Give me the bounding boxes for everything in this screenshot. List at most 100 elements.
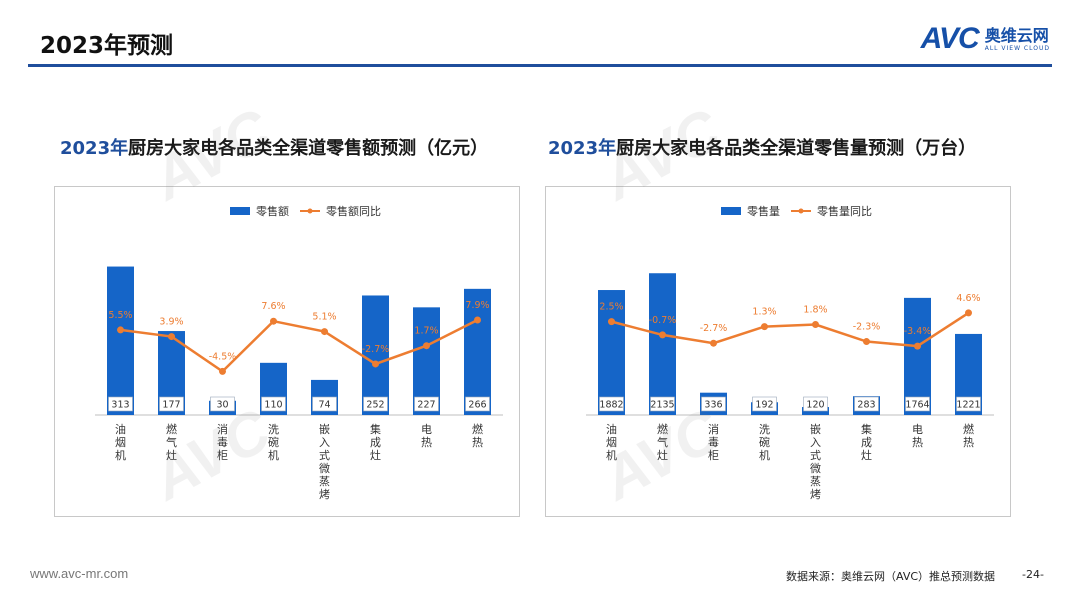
growth-point-4 <box>812 321 819 329</box>
bar-value-7: 266 <box>468 400 486 411</box>
category-label-3-0: 洗 <box>268 423 279 436</box>
chart-volume: 零售量 零售量同比 1882 油烟机 2135 燃气灶 336 消毒柜 192 洗碗机 120 嵌入式… <box>586 204 994 501</box>
growth-point-0 <box>117 326 124 334</box>
bar-value-box-3 <box>261 396 286 412</box>
growth-point-3 <box>761 323 768 331</box>
bar-5 <box>362 295 389 415</box>
category-label-5-2: 灶 <box>861 449 872 462</box>
chart-title-volume: 2023年厨房大家电各品类全渠道零售量预测（万台） <box>548 138 977 159</box>
growth-point-7 <box>965 309 972 317</box>
bar-value-box-7 <box>956 396 981 412</box>
category-label-6-0: 电 <box>421 423 432 436</box>
category-label-4-4: 蒸 <box>319 475 330 488</box>
growth-label-4: 1.8% <box>803 305 827 316</box>
category-label-2-1: 毒 <box>217 436 228 449</box>
category-label-7-1: 热 <box>963 436 974 449</box>
bar-0 <box>598 290 625 415</box>
category-label-4-4: 蒸 <box>810 475 821 488</box>
header-divider <box>28 64 1052 67</box>
logo-cn: 奥维云网 <box>984 25 1049 45</box>
growth-label-6: 1.7% <box>414 326 438 337</box>
data-source: 数据来源：奥维云网（AVC）推总预测数据 <box>786 570 996 583</box>
bar-value-2: 30 <box>216 400 228 411</box>
growth-point-0 <box>608 318 615 326</box>
category-label-0-2: 机 <box>606 448 617 462</box>
category-label-2-2: 柜 <box>217 449 228 462</box>
category-label-3-1: 碗 <box>759 435 770 449</box>
growth-point-6 <box>423 342 430 350</box>
category-label-1-0: 燃 <box>657 422 668 436</box>
category-label-0-1: 烟 <box>606 435 617 449</box>
bar-value-box-5 <box>363 396 388 412</box>
category-label-1-0: 燃 <box>166 422 177 436</box>
bar-value-1: 2135 <box>650 400 674 411</box>
category-label-4-2: 式 <box>319 449 330 462</box>
category-label-4-1: 入 <box>319 436 330 449</box>
chart-panel-volume: 零售量 零售量同比 1882 油烟机 2135 燃气灶 336 消毒柜 192 洗碗机 120 嵌入式… <box>545 186 1011 517</box>
category-label-4-2: 式 <box>810 449 821 462</box>
growth-point-4 <box>321 328 328 336</box>
category-label-1-2: 灶 <box>166 449 177 462</box>
category-label-3-1: 碗 <box>268 435 279 449</box>
legend-bar-label: 零售额 <box>256 204 289 218</box>
growth-label-7: 7.9% <box>465 300 489 311</box>
category-label-5-0: 集 <box>861 422 872 436</box>
legend-bar-swatch <box>230 207 250 215</box>
bar-value-0: 1882 <box>599 400 623 411</box>
growth-label-3: 1.3% <box>752 307 776 318</box>
growth-point-6 <box>914 342 921 350</box>
growth-label-1: -0.7% <box>649 315 677 326</box>
bar-7 <box>464 288 491 415</box>
category-label-0-0: 油 <box>606 422 617 436</box>
growth-label-1: 3.9% <box>159 317 183 328</box>
page-title: 2023年预测 <box>40 33 174 59</box>
bar-value-box-1 <box>650 396 675 412</box>
growth-label-2: -4.5% <box>209 351 237 362</box>
legend-line-marker <box>307 208 313 214</box>
growth-point-2 <box>710 339 717 347</box>
logo-en: ALL VIEW CLOUD <box>984 44 1050 52</box>
avc-logo: AVC 奥维云网 ALL VIEW CLOUD <box>921 22 1050 56</box>
growth-line <box>611 311 970 348</box>
growth-label-6: -3.4% <box>904 326 932 337</box>
bar-value-box-6 <box>414 396 439 412</box>
legend-bar-label: 零售量 <box>747 204 780 218</box>
bar-1 <box>649 273 676 415</box>
growth-label-2: -2.7% <box>700 323 728 334</box>
bar-0 <box>107 266 134 415</box>
bar-value-box-1 <box>159 396 184 412</box>
bar-value-5: 252 <box>366 400 384 411</box>
category-label-6-1: 热 <box>421 436 432 449</box>
growth-point-5 <box>372 360 379 368</box>
bar-value-6: 1764 <box>905 400 929 411</box>
bar-value-box-4 <box>312 396 337 412</box>
chart-panel-sales: 零售额 零售额同比 313 油烟机 177 燃气灶 30 消毒柜 110 洗碗机 74 嵌入式微蒸烤 2… <box>54 186 520 517</box>
category-label-5-1: 成 <box>861 436 872 449</box>
growth-point-1 <box>168 333 175 341</box>
bar-value-box-5 <box>854 396 879 412</box>
growth-label-3: 7.6% <box>261 301 285 312</box>
category-label-3-0: 洗 <box>759 423 770 436</box>
bar-value-box-4 <box>803 396 828 412</box>
bar-value-box-0 <box>599 396 624 412</box>
category-label-3-2: 机 <box>759 448 770 462</box>
bar-value-3: 110 <box>264 400 282 411</box>
growth-label-0: 2.5% <box>599 302 623 313</box>
growth-label-0: 5.5% <box>108 310 132 321</box>
category-label-4-0: 嵌 <box>319 423 330 436</box>
category-label-4-3: 微 <box>810 461 821 475</box>
category-label-0-0: 油 <box>115 422 126 436</box>
growth-point-5 <box>863 338 870 346</box>
bar-value-4: 74 <box>318 400 330 411</box>
legend-line-marker <box>798 208 804 214</box>
growth-line <box>120 318 479 374</box>
chart-title-sales: 2023年厨房大家电各品类全渠道零售额预测（亿元） <box>60 138 489 159</box>
category-label-5-2: 灶 <box>370 449 381 462</box>
bar-value-5: 283 <box>857 400 875 411</box>
category-label-6-0: 电 <box>912 423 923 436</box>
category-label-4-1: 入 <box>810 436 821 449</box>
legend-line-label: 零售量同比 <box>817 204 872 218</box>
bar-value-3: 192 <box>755 400 773 411</box>
bar-value-box-3 <box>752 396 777 412</box>
